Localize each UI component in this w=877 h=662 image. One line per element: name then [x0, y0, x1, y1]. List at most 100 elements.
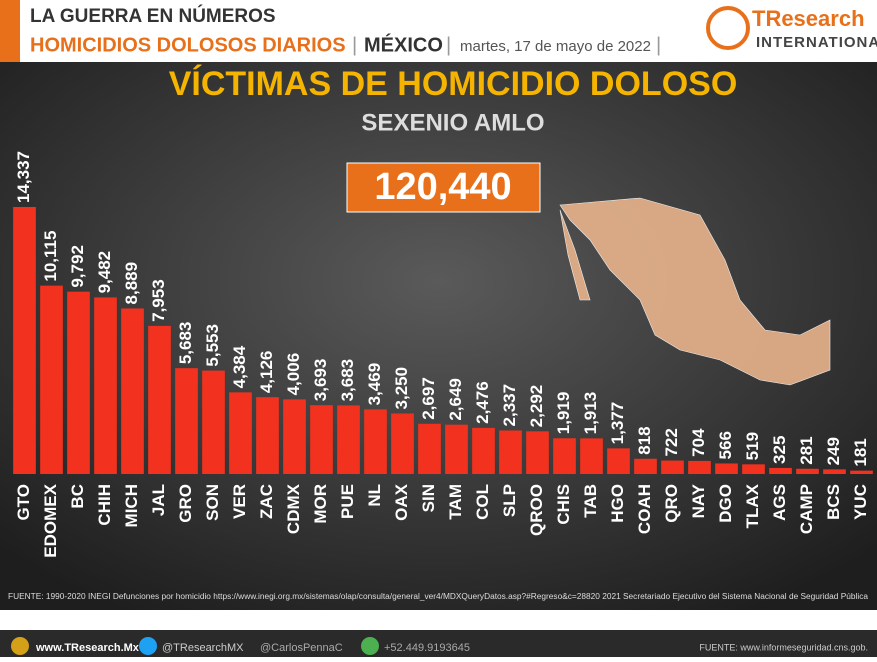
bar	[850, 470, 873, 474]
bar	[823, 469, 846, 474]
value-label: 1,377	[608, 402, 627, 445]
separator: |	[352, 34, 357, 56]
value-label: 2,292	[527, 385, 546, 428]
bar	[526, 431, 549, 474]
bar	[445, 424, 468, 474]
bar	[688, 460, 711, 474]
value-label: 14,337	[14, 151, 33, 203]
bar	[94, 297, 117, 474]
bar	[256, 397, 279, 474]
x-tick-label: TAB	[581, 484, 600, 518]
source: FUENTE: 1990-2020 INEGI Defunciones por …	[8, 592, 869, 601]
footer-web: www.TResearch.Mx	[35, 642, 140, 654]
value-label: 704	[689, 428, 708, 457]
value-label: 3,693	[311, 359, 330, 402]
bar	[202, 370, 225, 474]
x-tick-label: GRO	[176, 484, 195, 523]
bar	[40, 285, 63, 474]
logo-icon	[706, 6, 750, 50]
chart-title: VÍCTIMAS DE HOMICIDIO DOLOSO	[169, 65, 738, 103]
total: 120,440	[374, 166, 511, 208]
web-icon	[11, 637, 29, 655]
bar	[607, 448, 630, 474]
twitter-icon	[139, 637, 157, 655]
x-tick-label: SLP	[500, 484, 519, 517]
bar	[661, 460, 684, 474]
bar	[391, 413, 414, 474]
bar	[364, 409, 387, 474]
footer-twitter2: @CarlosPennaC	[260, 642, 343, 654]
separator: |	[656, 34, 661, 56]
bar	[310, 405, 333, 474]
value-label: 2,649	[446, 378, 465, 421]
x-tick-label: ZAC	[257, 484, 276, 519]
bar	[67, 291, 90, 474]
value-label: 325	[770, 436, 789, 464]
value-label: 249	[824, 437, 843, 465]
x-tick-label: SIN	[419, 484, 438, 512]
x-tick-label: MICH	[122, 484, 141, 527]
x-tick-label: QROO	[527, 484, 546, 536]
x-tick-label: DGO	[716, 484, 735, 523]
value-label: 1,919	[554, 392, 573, 435]
value-label: 2,697	[419, 377, 438, 420]
footer-source: FUENTE: www.informeseguridad.cns.gob.	[699, 642, 868, 652]
x-tick-label: EDOMEX	[41, 483, 60, 557]
value-label: 181	[851, 438, 870, 466]
x-tick-label: HGO	[608, 484, 627, 523]
kicker: LA GUERRA EN NÚMEROS	[30, 5, 276, 27]
x-tick-label: BCS	[824, 484, 843, 520]
x-tick-label: COL	[473, 484, 492, 520]
value-label: 9,792	[68, 245, 87, 288]
bar	[796, 468, 819, 474]
chart-subtitle: SEXENIO AMLO	[361, 109, 544, 136]
topic: HOMICIDIOS DOLOSOS DIARIOS	[30, 34, 346, 56]
bar	[229, 392, 252, 474]
bar	[553, 438, 576, 474]
value-label: 7,953	[149, 279, 168, 322]
x-tick-label: YUC	[851, 484, 870, 520]
value-label: 4,384	[230, 345, 249, 388]
x-tick-label: CDMX	[284, 483, 303, 534]
x-tick-label: BC	[68, 484, 87, 509]
phone-icon	[361, 637, 379, 655]
value-label: 722	[662, 428, 681, 456]
x-tick-label: SON	[203, 484, 222, 521]
x-tick-label: QRO	[662, 484, 681, 523]
value-label: 2,476	[473, 381, 492, 424]
x-tick-label: CHIS	[554, 484, 573, 525]
bar	[148, 325, 171, 474]
x-tick-label: AGS	[770, 484, 789, 521]
bar	[121, 308, 144, 474]
total-box	[346, 162, 541, 213]
x-tick-label: GTO	[14, 484, 33, 521]
value-label: 566	[716, 431, 735, 459]
value-label: 818	[635, 426, 654, 454]
header-band	[0, 0, 877, 62]
bar	[337, 405, 360, 474]
bar	[634, 458, 657, 474]
value-label: 3,250	[392, 367, 411, 410]
header-stripe	[0, 0, 20, 62]
logo-sub: INTERNATIONAL	[756, 34, 877, 51]
x-tick-label: COAH	[635, 484, 654, 534]
bar	[580, 438, 603, 474]
country: MÉXICO	[364, 33, 443, 56]
value-label: 3,469	[365, 363, 384, 406]
bar	[283, 399, 306, 474]
x-tick-label: MOR	[311, 484, 330, 524]
x-tick-label: NL	[365, 484, 384, 507]
date: martes, 17 de mayo de 2022	[460, 38, 651, 55]
separator: |	[446, 34, 451, 56]
bar	[13, 207, 36, 474]
value-label: 5,683	[176, 322, 195, 365]
value-label: 4,006	[284, 353, 303, 396]
value-label: 3,683	[338, 359, 357, 402]
map	[559, 197, 831, 386]
value-label: 5,553	[203, 324, 222, 367]
x-tick-label: TLAX	[743, 483, 762, 528]
value-label: 2,337	[500, 384, 519, 427]
bar	[769, 467, 792, 474]
value-label: 4,126	[257, 351, 276, 394]
